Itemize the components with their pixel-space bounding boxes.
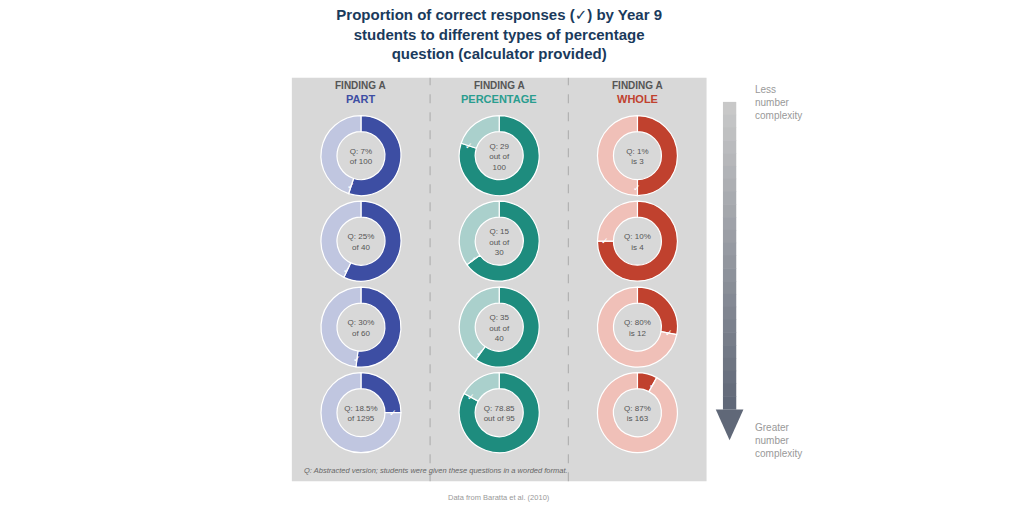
svg-text:✓: ✓ (347, 181, 355, 191)
svg-text:✓: ✓ (665, 328, 673, 338)
svg-text:Q: 87%is 163: Q: 87%is 163 (624, 404, 651, 423)
svg-text:FINDING A: FINDING A (474, 80, 525, 91)
svg-text:✓: ✓ (343, 265, 351, 275)
svg-text:Q: 80%is 12: Q: 80%is 12 (624, 318, 651, 337)
svg-text:✓: ✓ (467, 392, 475, 402)
svg-text:✓: ✓ (465, 141, 473, 151)
svg-text:Q: 7%of 100: Q: 7%of 100 (350, 147, 373, 166)
svg-text:Q: 35out of40: Q: 35out of40 (489, 313, 510, 343)
svg-text:✓: ✓ (476, 348, 484, 358)
svg-text:Q: 10%is 4: Q: 10%is 4 (624, 232, 651, 251)
svg-text:✓: ✓ (649, 380, 657, 390)
svg-text:Data from Baratta et al. (2010: Data from Baratta et al. (2010) (448, 493, 550, 502)
svg-text:Q: Abstracted version; student: Q: Abstracted version; students were giv… (304, 466, 568, 475)
svg-text:✓: ✓ (389, 408, 397, 418)
svg-text:FINDING A: FINDING A (612, 80, 663, 91)
svg-text:Q: 29out of100: Q: 29out of100 (489, 142, 510, 172)
svg-text:Q: 18.5%of 1295: Q: 18.5%of 1295 (344, 404, 377, 423)
svg-text:✓: ✓ (633, 183, 641, 193)
svg-text:✓: ✓ (353, 354, 361, 364)
svg-text:Q: 15out of30: Q: 15out of30 (489, 227, 510, 257)
svg-text:PART: PART (346, 93, 375, 105)
svg-text:Q: 30%of 60: Q: 30%of 60 (348, 318, 375, 337)
svg-text:Greaternumbercomplexity: Greaternumbercomplexity (755, 422, 802, 459)
svg-text:✓: ✓ (601, 236, 609, 246)
svg-text:✓: ✓ (469, 255, 477, 265)
svg-text:Proportion of correct response: Proportion of correct responses (✓) by Y… (336, 6, 662, 62)
svg-text:Lessnumbercomplexity: Lessnumbercomplexity (755, 84, 802, 121)
svg-text:Q: 1%is 3: Q: 1%is 3 (626, 147, 648, 166)
svg-text:PERCENTAGE: PERCENTAGE (461, 93, 537, 105)
svg-text:Q: 78.85out of 95: Q: 78.85out of 95 (484, 404, 516, 423)
svg-text:WHOLE: WHOLE (617, 93, 658, 105)
svg-text:Q: 25%of 40: Q: 25%of 40 (348, 232, 375, 251)
svg-text:FINDING A: FINDING A (335, 80, 386, 91)
